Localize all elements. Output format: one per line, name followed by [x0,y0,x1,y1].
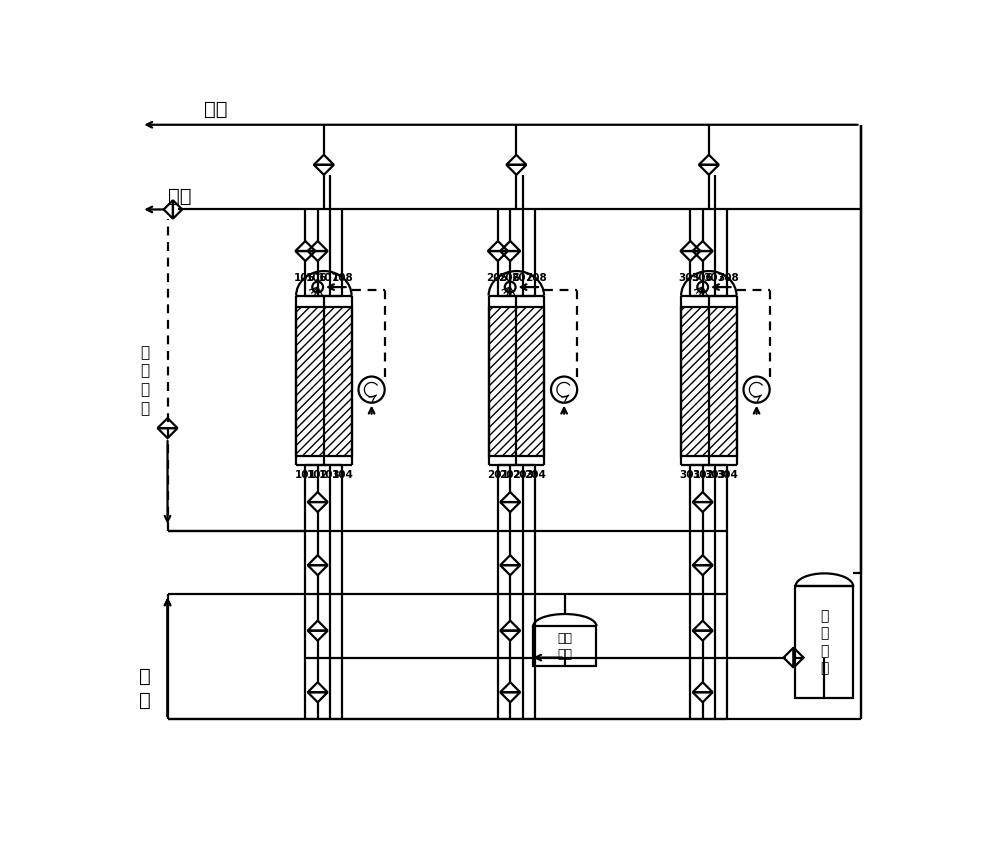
Text: 204: 204 [524,470,546,481]
Text: 101: 101 [294,470,316,481]
Text: 103: 103 [319,470,341,481]
Text: 202: 202 [499,470,521,481]
Text: 306: 306 [691,273,713,283]
Text: 热
风
吹
扫: 热 风 吹 扫 [140,345,149,415]
Text: 206: 206 [499,273,520,283]
Bar [296,307,352,456]
Text: 308: 308 [717,273,739,283]
Text: 303: 303 [704,470,726,481]
Text: 104: 104 [331,470,353,481]
Bar [795,587,853,698]
Text: 301: 301 [679,470,701,481]
Text: 进
气: 进 气 [139,667,150,710]
Text: 105: 105 [294,273,315,283]
Text: 302: 302 [692,470,714,481]
Text: 102: 102 [307,470,329,481]
Text: 207: 207 [511,273,533,283]
Bar [681,307,737,456]
Text: 置换
气罐: 置换 气罐 [557,631,572,660]
Text: 201: 201 [487,470,509,481]
Text: 108: 108 [332,273,354,283]
Text: 208: 208 [525,273,546,283]
Text: 排气: 排气 [204,100,228,119]
Text: 307: 307 [703,273,725,283]
Text: 107: 107 [318,273,340,283]
Text: 排气: 排气 [168,187,192,206]
Bar [489,307,544,456]
Text: 304: 304 [716,470,738,481]
Text: 205: 205 [486,273,508,283]
Text: 305: 305 [679,273,700,283]
Text: 产
品
气
罐: 产 品 气 罐 [820,609,829,675]
Text: 203: 203 [512,470,533,481]
Bar [533,626,596,666]
Text: 106: 106 [306,273,328,283]
